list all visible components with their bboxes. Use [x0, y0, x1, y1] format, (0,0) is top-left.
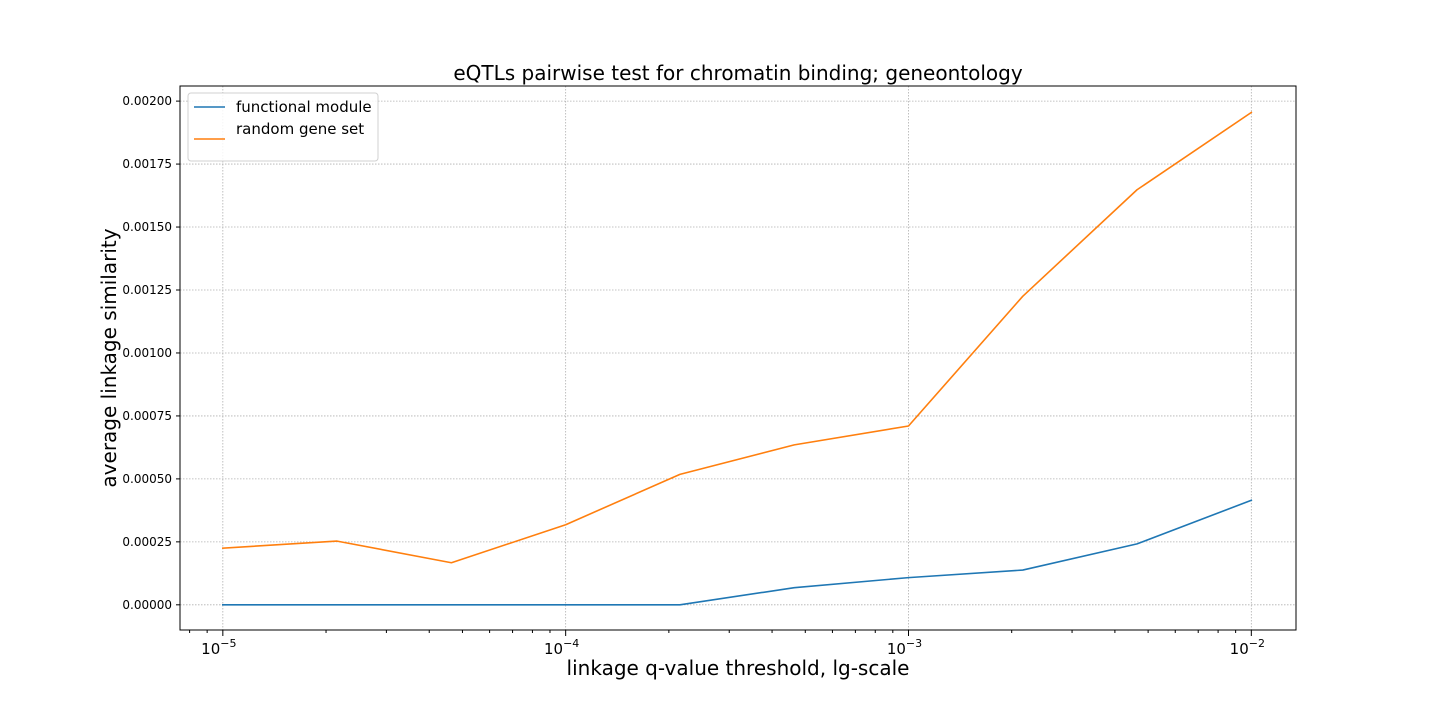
y-axis-label: average linkage similarity — [97, 228, 121, 487]
x-axis-label: linkage q-value threshold, lg-scale — [567, 656, 910, 680]
x-tick-labels: 10−5 10−4 10−3 10−2 — [201, 637, 1265, 658]
y-tick-label: 0.00150 — [122, 220, 172, 234]
grid — [180, 86, 1296, 630]
plot-area-frame — [179, 85, 1297, 631]
y-tick-label: 0.00200 — [122, 94, 172, 108]
series-line-random-gene-set — [221, 111, 1253, 564]
x-tick-label: 10−4 — [544, 637, 579, 658]
x-tick-label: 10−5 — [201, 637, 236, 658]
x-tick-label: 10−2 — [1230, 637, 1265, 658]
y-tick-label: 0.00100 — [122, 346, 172, 360]
series-line-functional-module — [222, 499, 1253, 606]
y-tick-label: 0.00000 — [122, 598, 172, 612]
y-tick-label: 0.00025 — [122, 535, 172, 549]
y-tick-labels: 0.00000 0.00025 0.00050 0.00075 0.00100 0.001… — [122, 94, 172, 612]
y-tick-label: 0.00175 — [122, 157, 172, 171]
axis-ticks — [176, 100, 1252, 636]
y-tick-label: 0.00075 — [122, 409, 172, 423]
chart-title: eQTLs pairwise test for chromatin bindin… — [453, 61, 1023, 85]
plot-lines — [221, 111, 1253, 606]
x-tick-label: 10−3 — [887, 637, 922, 658]
legend-box — [187, 92, 379, 162]
y-tick-label: 0.00050 — [122, 472, 172, 486]
legend: functional module random gene set — [187, 92, 379, 162]
legend-label-random-gene-set: random gene set — [236, 120, 364, 138]
legend-label-functional-module: functional module — [236, 98, 372, 116]
y-tick-label: 0.00125 — [122, 283, 172, 297]
